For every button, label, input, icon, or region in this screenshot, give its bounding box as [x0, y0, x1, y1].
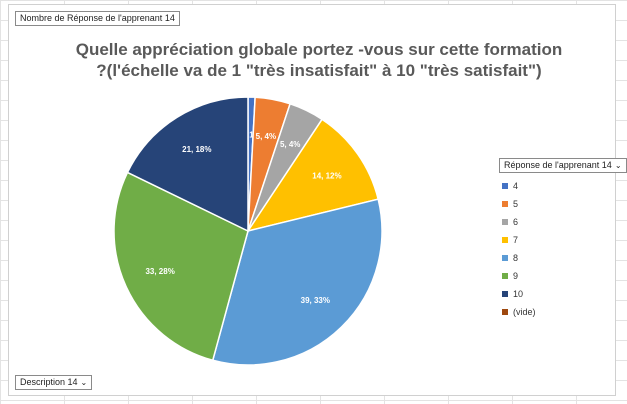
- legend-swatch: [502, 291, 508, 297]
- legend-swatch: [502, 237, 508, 243]
- legend-label: 9: [513, 271, 519, 281]
- legend-item: (vide): [502, 303, 627, 321]
- legend-item: 10: [502, 285, 627, 303]
- legend-item: 8: [502, 249, 627, 267]
- data-label-8: 39, 33%: [301, 296, 330, 305]
- legend-item: 5: [502, 195, 627, 213]
- legend-label: 7: [513, 235, 519, 245]
- legend-item: 9: [502, 267, 627, 285]
- chart-title-line-2: ?(l'échelle va de 1 "très insatisfait" à…: [96, 61, 542, 80]
- pivot-chart[interactable]: Nombre de Réponse de l'apprenant 14 Quel…: [8, 4, 627, 396]
- data-label-10: 21, 18%: [182, 145, 211, 154]
- data-label-4: 1, 1%: [240, 131, 260, 140]
- axis-field-label: Description 14: [20, 377, 78, 387]
- data-label-6: 5, 4%: [280, 140, 300, 149]
- data-label-5: 5, 4%: [256, 132, 276, 141]
- legend-label: (vide): [513, 307, 536, 317]
- legend-swatch: [502, 201, 508, 207]
- legend: Réponse de l'apprenant 14 ⌄ 4 5 6 7 8 9 10 (vide…: [499, 155, 627, 321]
- legend-swatch: [502, 309, 508, 315]
- legend-field-label: Réponse de l'apprenant 14: [504, 160, 612, 170]
- chart-title-line-1: Quelle appréciation globale portez -vous…: [75, 40, 563, 59]
- axis-field-button[interactable]: Description 14 ⌄: [15, 375, 93, 390]
- legend-item: 6: [502, 213, 627, 231]
- pie-slice-9[interactable]: [113, 171, 249, 362]
- legend-label: 5: [513, 199, 519, 209]
- legend-field-button[interactable]: Réponse de l'apprenant 14 ⌄: [499, 158, 627, 173]
- pie-slice-10[interactable]: [126, 96, 249, 233]
- legend-swatch: [502, 273, 508, 279]
- legend-label: 10: [513, 289, 524, 299]
- legend-item: 4: [502, 177, 627, 195]
- data-label-7: 14, 12%: [312, 172, 341, 181]
- pie-plot: 1, 1%5, 4%5, 4%14, 12%39, 33%33, 28%21, …: [113, 96, 383, 366]
- legend-label: 8: [513, 253, 519, 263]
- chevron-down-icon: ⌄: [80, 378, 88, 387]
- data-label-9: 33, 28%: [145, 267, 174, 276]
- chevron-down-icon: ⌄: [614, 161, 622, 170]
- legend-swatch: [502, 219, 508, 225]
- legend-items: 4 5 6 7 8 9 10 (vide): [499, 177, 627, 321]
- pie-slice-7[interactable]: [246, 118, 380, 233]
- legend-swatch: [502, 183, 508, 189]
- chart-title: Quelle appréciation globale portez -vous…: [69, 39, 569, 81]
- legend-label: 6: [513, 217, 519, 227]
- value-field-label: Nombre de Réponse de l'apprenant 14: [20, 13, 175, 23]
- pie-slice-8[interactable]: [211, 198, 383, 366]
- legend-item: 7: [502, 231, 627, 249]
- legend-swatch: [502, 255, 508, 261]
- value-field-button[interactable]: Nombre de Réponse de l'apprenant 14: [15, 11, 180, 26]
- legend-label: 4: [513, 181, 519, 191]
